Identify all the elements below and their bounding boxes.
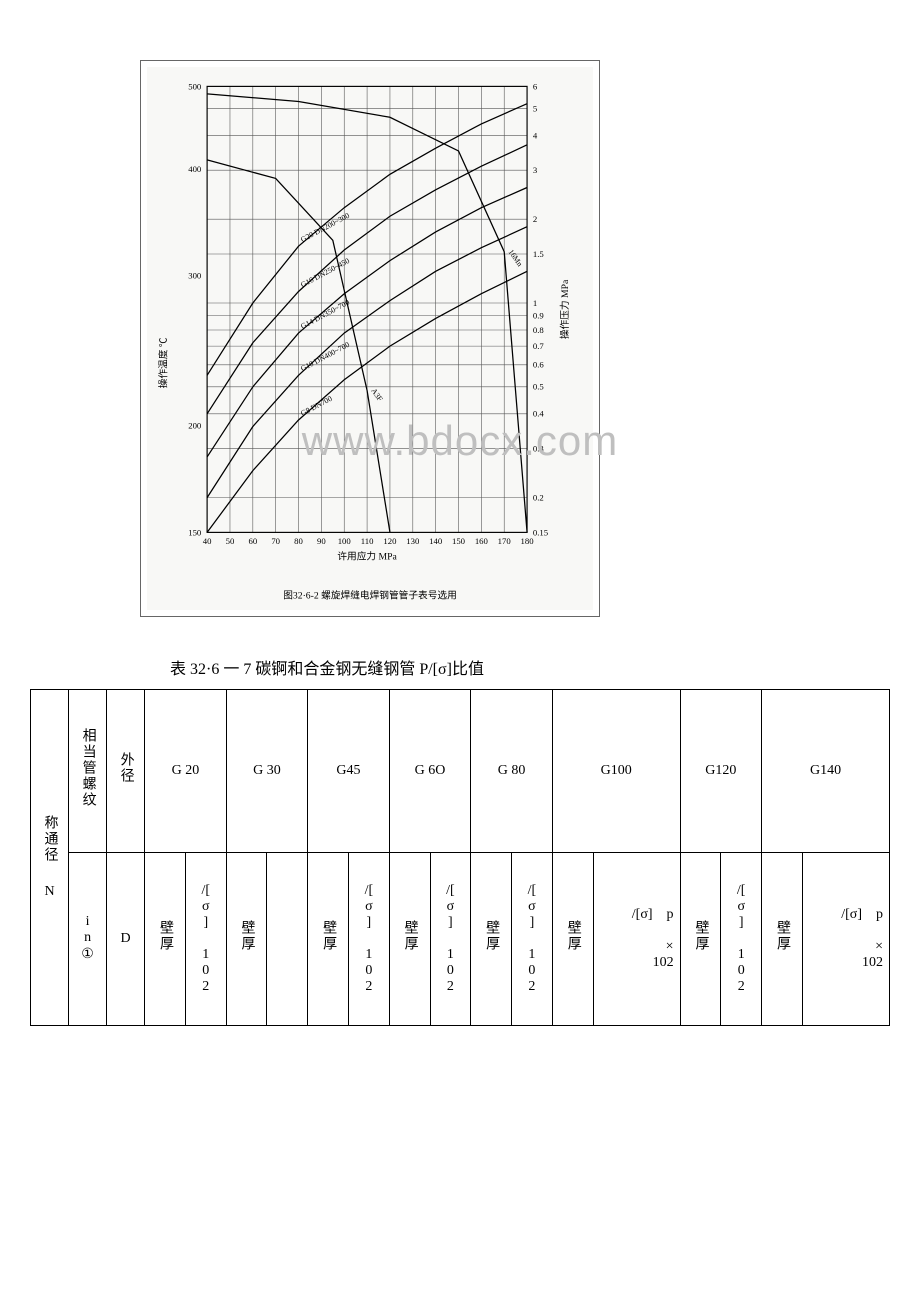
table-cell: 壁厚	[226, 852, 267, 1025]
svg-text:0.6: 0.6	[533, 360, 545, 370]
svg-text:0.3: 0.3	[533, 443, 545, 453]
table-cell: G120	[680, 689, 762, 852]
table-cell: /[σ]102	[348, 852, 389, 1025]
table-cell: 相当管螺纹	[69, 689, 107, 852]
svg-text:0.15: 0.15	[533, 527, 549, 537]
table-cell: 称通径N	[31, 689, 69, 1025]
svg-text:70: 70	[271, 536, 280, 546]
svg-text:170: 170	[498, 536, 512, 546]
svg-text:0.8: 0.8	[533, 325, 545, 335]
table-cell: 壁厚	[471, 852, 512, 1025]
svg-text:60: 60	[248, 536, 257, 546]
svg-text:140: 140	[429, 536, 443, 546]
svg-text:200: 200	[188, 421, 202, 431]
svg-text:5: 5	[533, 103, 538, 113]
svg-text:90: 90	[317, 536, 326, 546]
pipe-table: 称通径N相当管螺纹外径G 20G 30G45G 6OG 80G100G120G1…	[30, 689, 890, 1026]
svg-text:1: 1	[533, 298, 537, 308]
table-cell: 壁厚	[308, 852, 349, 1025]
table-caption: 表 32·6 一 7 碳锕和合金钢无缝钢管 P/[σ]比值	[170, 655, 890, 679]
table-cell: G 80	[471, 689, 553, 852]
svg-text:50: 50	[226, 536, 235, 546]
svg-text:150: 150	[188, 527, 202, 537]
svg-text:100: 100	[338, 536, 352, 546]
table-cell: G 6O	[389, 689, 471, 852]
svg-text:500: 500	[188, 81, 202, 91]
table-cell: G 30	[226, 689, 308, 852]
table-cell: G140	[762, 689, 890, 852]
svg-text:0.7: 0.7	[533, 341, 545, 351]
svg-text:图32·6-2 螺旋焊缝电焊钢管管子表号选用: 图32·6-2 螺旋焊缝电焊钢管管子表号选用	[283, 588, 457, 601]
chart-container: 4050607080901001101201301401501601701800…	[140, 60, 600, 617]
svg-text:0.4: 0.4	[533, 409, 545, 419]
table-cell: /[σ] p×102	[802, 852, 889, 1025]
svg-text:4: 4	[533, 130, 538, 140]
table-cell: 壁厚	[145, 852, 186, 1025]
table-cell: /[σ]102	[721, 852, 762, 1025]
pressure-chart: 4050607080901001101201301401501601701800…	[147, 67, 593, 610]
table-cell: in①	[69, 852, 107, 1025]
svg-text:6: 6	[533, 81, 538, 91]
svg-text:操作温度 ℃: 操作温度 ℃	[156, 337, 169, 388]
svg-text:150: 150	[452, 536, 466, 546]
svg-text:2: 2	[533, 214, 537, 224]
table-cell: 壁厚	[762, 852, 803, 1025]
svg-text:160: 160	[475, 536, 489, 546]
table-cell: G 20	[145, 689, 227, 852]
table-cell: 壁厚	[389, 852, 430, 1025]
table-cell: 壁厚	[552, 852, 593, 1025]
svg-text:许用应力 MPa: 许用应力 MPa	[337, 550, 397, 563]
table-cell: /[σ]102	[512, 852, 553, 1025]
table-cell: D	[107, 852, 145, 1025]
table-cell: G100	[552, 689, 680, 852]
svg-text:0.5: 0.5	[533, 382, 545, 392]
svg-text:3: 3	[533, 165, 538, 175]
table-cell: 壁厚	[680, 852, 721, 1025]
table-cell: G45	[308, 689, 390, 852]
table-cell	[267, 852, 308, 1025]
svg-text:400: 400	[188, 164, 202, 174]
svg-text:130: 130	[406, 536, 420, 546]
table-cell: /[σ]102	[430, 852, 471, 1025]
table-cell: /[σ] p×102	[593, 852, 680, 1025]
svg-text:120: 120	[383, 536, 397, 546]
svg-text:80: 80	[294, 536, 303, 546]
table-cell: /[σ]102	[185, 852, 226, 1025]
svg-text:操作压力 MPa: 操作压力 MPa	[558, 279, 571, 339]
svg-text:110: 110	[361, 536, 374, 546]
table-body: 称通径N相当管螺纹外径G 20G 30G45G 6OG 80G100G120G1…	[31, 689, 890, 1025]
svg-text:300: 300	[188, 271, 202, 281]
svg-text:1.5: 1.5	[533, 249, 545, 259]
svg-text:40: 40	[203, 536, 212, 546]
svg-text:0.2: 0.2	[533, 493, 544, 503]
table-cell: 外径	[107, 689, 145, 852]
svg-text:0.9: 0.9	[533, 311, 544, 321]
svg-text:180: 180	[521, 536, 535, 546]
